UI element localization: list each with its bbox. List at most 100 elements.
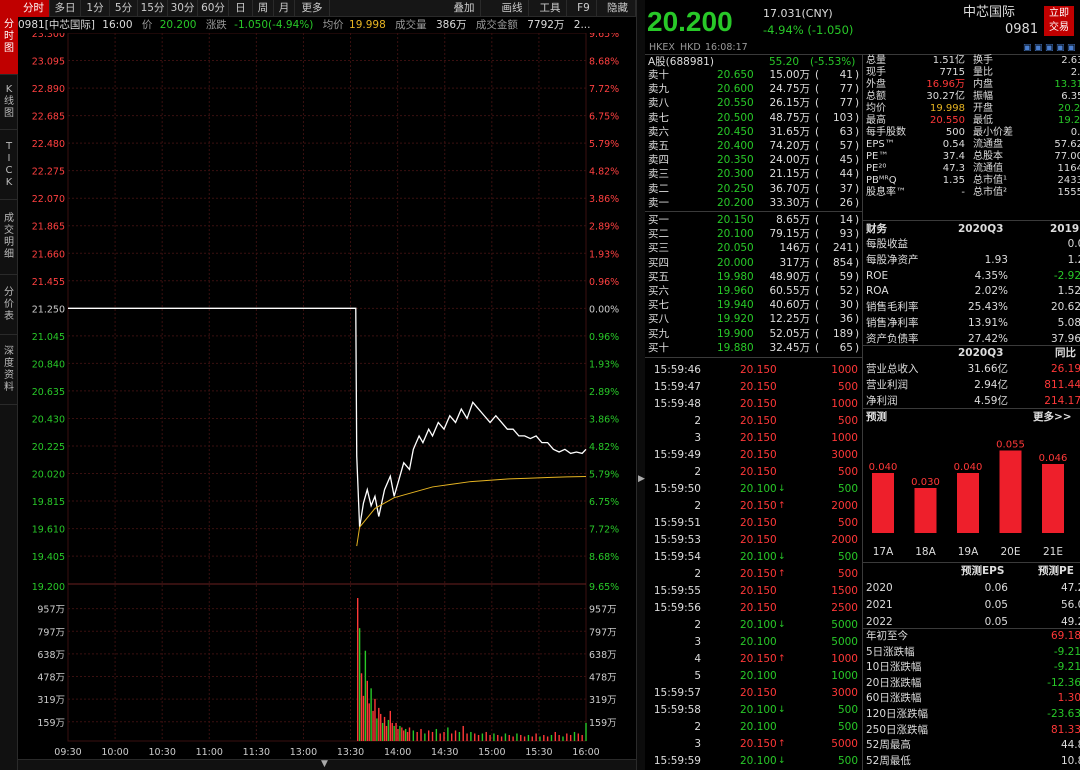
pct-tick-right: 4.82%	[589, 442, 619, 453]
ask-count: 77	[839, 83, 853, 96]
toolbar-btn-12[interactable]: 画线	[496, 0, 529, 17]
tick-volume: 2500	[831, 602, 858, 614]
forecast-bar-label: 21E	[1043, 546, 1063, 558]
link-icon[interactable]: ▣	[1023, 43, 1032, 53]
stat-value-2: 77.00亿	[1054, 151, 1080, 162]
toolbar-btn-8[interactable]: 周	[253, 0, 274, 17]
vtab-5[interactable]: 深度资料	[0, 335, 18, 405]
collapse-arrow-icon[interactable]: ▶	[638, 474, 645, 484]
ask-count: 37	[839, 182, 853, 195]
forecast-bar-value: 0.040	[954, 462, 983, 473]
chart-icon[interactable]: ▣	[1056, 43, 1065, 53]
plot-frame	[67, 33, 587, 742]
quote-price: 20.200	[647, 6, 733, 37]
ticks-divider	[645, 357, 862, 358]
trade-button[interactable]: 立即交易	[1044, 6, 1074, 36]
toolbar-btn-15[interactable]: 隐藏	[600, 0, 636, 17]
toolbar-btn-13[interactable]: 工具	[534, 0, 567, 17]
panel-splitter[interactable]: ▶	[636, 0, 645, 770]
forecast-bar-label: 20E	[1001, 546, 1021, 558]
stat-label: PBᴹᴿQ	[866, 175, 897, 186]
fc-divider	[863, 562, 1080, 563]
ask-count: 45	[839, 154, 853, 167]
tick-down-arrow-icon: ↓	[778, 756, 786, 766]
ask-label: 卖二	[648, 182, 669, 195]
pct-tick-right: 1.93%	[589, 359, 619, 370]
bid-price: 19.880	[717, 341, 754, 354]
bid-label: 买五	[648, 270, 669, 283]
tick-down-arrow-icon: ↓	[778, 620, 786, 630]
forecast-title: 预测	[866, 411, 887, 423]
ask-volume: 24.00万	[769, 154, 810, 167]
tick-price: 20.150	[740, 398, 777, 410]
vtab-4[interactable]: 分价表	[0, 275, 18, 335]
note-icon[interactable]: ▣	[1034, 43, 1043, 53]
toolbar-btn-3[interactable]: 5分	[110, 0, 138, 17]
bottom-scroll-bar[interactable]: ▼	[18, 759, 636, 770]
forecast-more-link[interactable]: 更多>>	[1033, 411, 1072, 423]
expand-down-icon[interactable]: ▼	[321, 759, 328, 769]
toolbar-btn-0[interactable]: 分时	[18, 0, 50, 17]
time-tick: 11:30	[243, 747, 270, 758]
star-icon[interactable]: ▣	[1045, 43, 1054, 53]
fin-label: 资产负债率	[866, 332, 919, 345]
volume-tick-right: 797万	[589, 627, 617, 638]
tick-volume: 5000	[831, 738, 858, 750]
fin2-value-1: 2.94亿	[974, 378, 1008, 391]
fin-value-1: 2.02%	[974, 285, 1008, 298]
fin2-value-2: 214.17%	[1044, 394, 1080, 407]
bid-paren-open: (	[815, 299, 820, 312]
forecast-bar	[872, 473, 894, 533]
toolbar-btn-1[interactable]: 多日	[50, 0, 81, 17]
forecast-bar	[957, 473, 979, 533]
tick-time: 2	[694, 500, 701, 512]
bid-label: 买八	[648, 313, 669, 326]
toolbar-btn-7[interactable]: 日	[229, 0, 253, 17]
pct-tick-right: 1.93%	[589, 249, 619, 260]
intraday-chart[interactable]: 23.300 9.65% 23.095 8.68% 22.890 7.72% 22.685 6…	[18, 33, 636, 761]
vtab-3[interactable]: 成交明细	[0, 200, 18, 275]
ask-volume: 21.15万	[769, 168, 810, 181]
toolbar-btn-4[interactable]: 15分	[138, 0, 168, 17]
fin-value-2: -2.92%	[1053, 269, 1080, 282]
price-tick-left: 22.685	[32, 112, 65, 123]
fin-value-2: 5.08%	[1057, 317, 1080, 329]
pct-tick-right: 9.65%	[589, 33, 619, 40]
tick-price: 20.150	[740, 432, 777, 444]
time-tick: 13:30	[337, 747, 364, 758]
tick-volume: 2000	[831, 500, 858, 512]
pct-tick-right: 5.79%	[589, 139, 619, 150]
vtab-0[interactable]: 分时图	[0, 0, 18, 75]
fin2-value-2: 811.44%	[1044, 378, 1080, 391]
fc-col-1: 预测EPS	[961, 565, 1005, 577]
tick-price: 20.150	[740, 381, 777, 393]
toolbar-btn-14[interactable]: F9	[571, 0, 597, 17]
tick-price: 20.150	[740, 517, 777, 529]
menu-icon[interactable]: ▣	[1067, 43, 1076, 53]
forecast-bar-value: 0.046	[1039, 453, 1068, 464]
price-tick-left: 21.865	[32, 222, 65, 233]
toolbar-btn-11[interactable]: 叠加	[448, 0, 481, 17]
ask-label: 卖七	[648, 111, 669, 124]
toolbar-btn-9[interactable]: 月	[274, 0, 295, 17]
pct-tick-right: 4.82%	[589, 167, 619, 178]
bid-label: 买四	[648, 256, 669, 269]
ask-paren-close: )	[855, 168, 860, 181]
fc-pe: 47.29	[1060, 582, 1080, 594]
fin-value-1: 27.42%	[967, 332, 1008, 345]
stat-label-2: 流通值	[973, 163, 1003, 174]
price-tick-left: 22.480	[32, 139, 65, 150]
toolbar-btn-6[interactable]: 60分	[198, 0, 229, 17]
stat-value-2: 1164亿	[1057, 163, 1080, 174]
fin-value-1: 4.35%	[974, 269, 1008, 282]
tick-volume: 500	[837, 704, 858, 716]
tick-time: 15:59:58	[653, 704, 701, 716]
fin-value-2: 1.23	[1067, 253, 1080, 266]
toolbar-btn-5[interactable]: 30分	[168, 0, 198, 17]
stat-value: 20.550	[930, 115, 965, 126]
toolbar-btn-2[interactable]: 1分	[81, 0, 110, 17]
toolbar-btn-10[interactable]: 更多	[295, 0, 330, 17]
bid-paren-close: )	[855, 327, 860, 340]
